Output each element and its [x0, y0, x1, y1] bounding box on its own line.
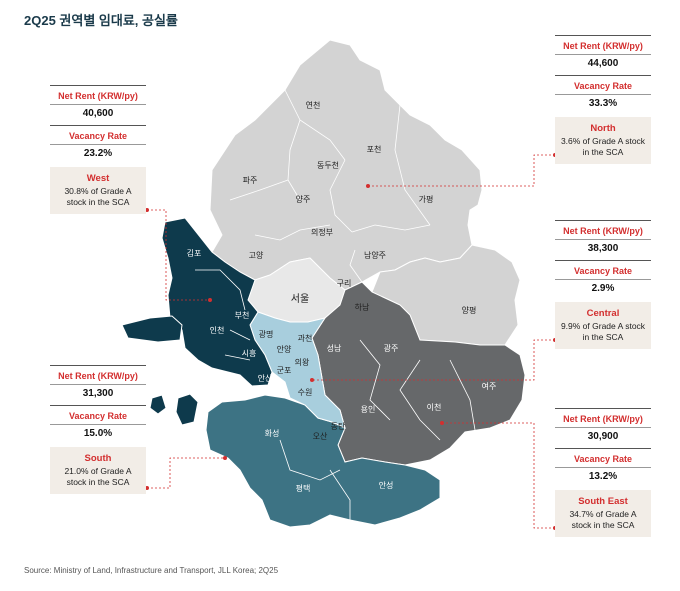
- vacancy-value: 15.0%: [50, 424, 146, 445]
- region-info-box: Central 9.9% of Grade A stock in the SCA: [555, 302, 651, 349]
- city-yangju: 양주: [296, 195, 311, 204]
- rent-value: 38,300: [555, 239, 651, 260]
- city-gunpo: 군포: [277, 366, 292, 375]
- island-yeongjong: [121, 315, 183, 343]
- rent-label: Net Rent (KRW/py): [50, 365, 146, 384]
- region-name: Central: [586, 308, 620, 319]
- city-hwaseong: 화성: [265, 429, 280, 438]
- rent-label: Net Rent (KRW/py): [50, 85, 146, 104]
- city-yeoju: 여주: [482, 381, 497, 391]
- rent-label: Net Rent (KRW/py): [555, 220, 651, 239]
- city-gimpo: 김포: [187, 248, 202, 258]
- vacancy-label: Vacancy Rate: [50, 125, 146, 144]
- map-title: 2Q25 권역별 임대료, 공실률: [24, 13, 178, 28]
- city-bucheon: 부천: [235, 310, 250, 320]
- region-name: West: [86, 173, 110, 184]
- city-yangpyeong: 양평: [462, 305, 477, 315]
- region-desc: 21.0% of Grade A stock in the SCA: [64, 466, 132, 487]
- city-gwangmyeong: 광명: [259, 329, 274, 339]
- city-icheon: 이천: [427, 402, 442, 412]
- city-namyangju: 남양주: [364, 251, 386, 260]
- vacancy-value: 33.3%: [555, 94, 651, 115]
- leader-lines: [147, 154, 555, 529]
- vacancy-value: 2.9%: [555, 279, 651, 300]
- region-info-box: South 21.0% of Grade A stock in the SCA: [50, 447, 146, 494]
- rent-value: 40,600: [50, 104, 146, 125]
- vacancy-label: Vacancy Rate: [555, 75, 651, 94]
- city-gapyeong: 가평: [419, 194, 434, 204]
- city-gwangju: 광주: [384, 343, 399, 353]
- city-labels: 연천 포천 동두천 파주 양주 가평 의정부 고양 남양주 구리 서울 하남 양…: [187, 100, 497, 493]
- panel-central: Net Rent (KRW/py) 38,300 Vacancy Rate 2.…: [555, 220, 651, 349]
- city-uiwang: 의왕: [295, 357, 310, 367]
- city-yongin: 용인: [361, 404, 376, 414]
- region-info-box: West 30.8% of Grade A stock in the SCA: [50, 167, 146, 214]
- city-pocheon: 포천: [367, 144, 382, 154]
- city-yeoncheon: 연천: [306, 100, 321, 110]
- region-name: South East: [578, 496, 628, 507]
- city-boundaries: [195, 89, 476, 520]
- city-anseong: 안성: [379, 480, 394, 490]
- island-small: [149, 394, 167, 415]
- rent-label: Net Rent (KRW/py): [555, 35, 651, 54]
- city-dongducheon: 동두천: [317, 160, 339, 170]
- city-osan: 오산: [313, 431, 328, 441]
- city-gwacheon: 과천: [298, 333, 313, 343]
- island-daebu: [175, 393, 199, 426]
- panel-southeast: Net Rent (KRW/py) 30,900 Vacancy Rate 13…: [555, 408, 651, 537]
- city-hanam: 하남: [355, 302, 370, 312]
- region-desc: 30.8% of Grade A stock in the SCA: [64, 186, 132, 207]
- city-dongtan: 동탄: [331, 421, 346, 431]
- vacancy-value: 13.2%: [555, 467, 651, 488]
- city-goyang: 고양: [249, 251, 264, 260]
- source-note: Source: Ministry of Land, Infrastructure…: [24, 566, 279, 575]
- vacancy-label: Vacancy Rate: [50, 405, 146, 424]
- city-ansan: 안산: [258, 373, 273, 383]
- city-guri: 구리: [337, 279, 352, 288]
- panel-north: Net Rent (KRW/py) 44,600 Vacancy Rate 33…: [555, 35, 651, 164]
- region-desc: 34.7% of Grade A stock in the SCA: [569, 509, 637, 530]
- city-incheon: 인천: [210, 325, 225, 335]
- region-desc: 3.6% of Grade A stock in the SCA: [560, 136, 646, 157]
- region-desc: 9.9% of Grade A stock in the SCA: [560, 321, 646, 342]
- rent-value: 30,900: [555, 427, 651, 448]
- rent-value: 31,300: [50, 384, 146, 405]
- vacancy-label: Vacancy Rate: [555, 260, 651, 279]
- city-paju: 파주: [243, 176, 258, 185]
- vacancy-label: Vacancy Rate: [555, 448, 651, 467]
- region-info-box: South East 34.7% of Grade A stock in the…: [555, 490, 651, 537]
- region-west[interactable]: [161, 217, 273, 387]
- city-uijeongbu: 의정부: [311, 227, 333, 237]
- panel-west: Net Rent (KRW/py) 40,600 Vacancy Rate 23…: [50, 85, 146, 214]
- rent-value: 44,600: [555, 54, 651, 75]
- city-seoul: 서울: [291, 293, 309, 305]
- rent-label: Net Rent (KRW/py): [555, 408, 651, 427]
- panel-south: Net Rent (KRW/py) 31,300 Vacancy Rate 15…: [50, 365, 146, 494]
- vacancy-value: 23.2%: [50, 144, 146, 165]
- region-name: South: [84, 453, 112, 464]
- city-anyang: 안양: [277, 344, 292, 354]
- city-seongnam: 성남: [327, 344, 342, 353]
- city-suwon: 수원: [298, 388, 313, 397]
- region-name: North: [590, 123, 616, 134]
- city-siheung: 시흥: [242, 348, 257, 358]
- region-info-box: North 3.6% of Grade A stock in the SCA: [555, 117, 651, 164]
- city-pyeongtaek: 평택: [296, 483, 311, 493]
